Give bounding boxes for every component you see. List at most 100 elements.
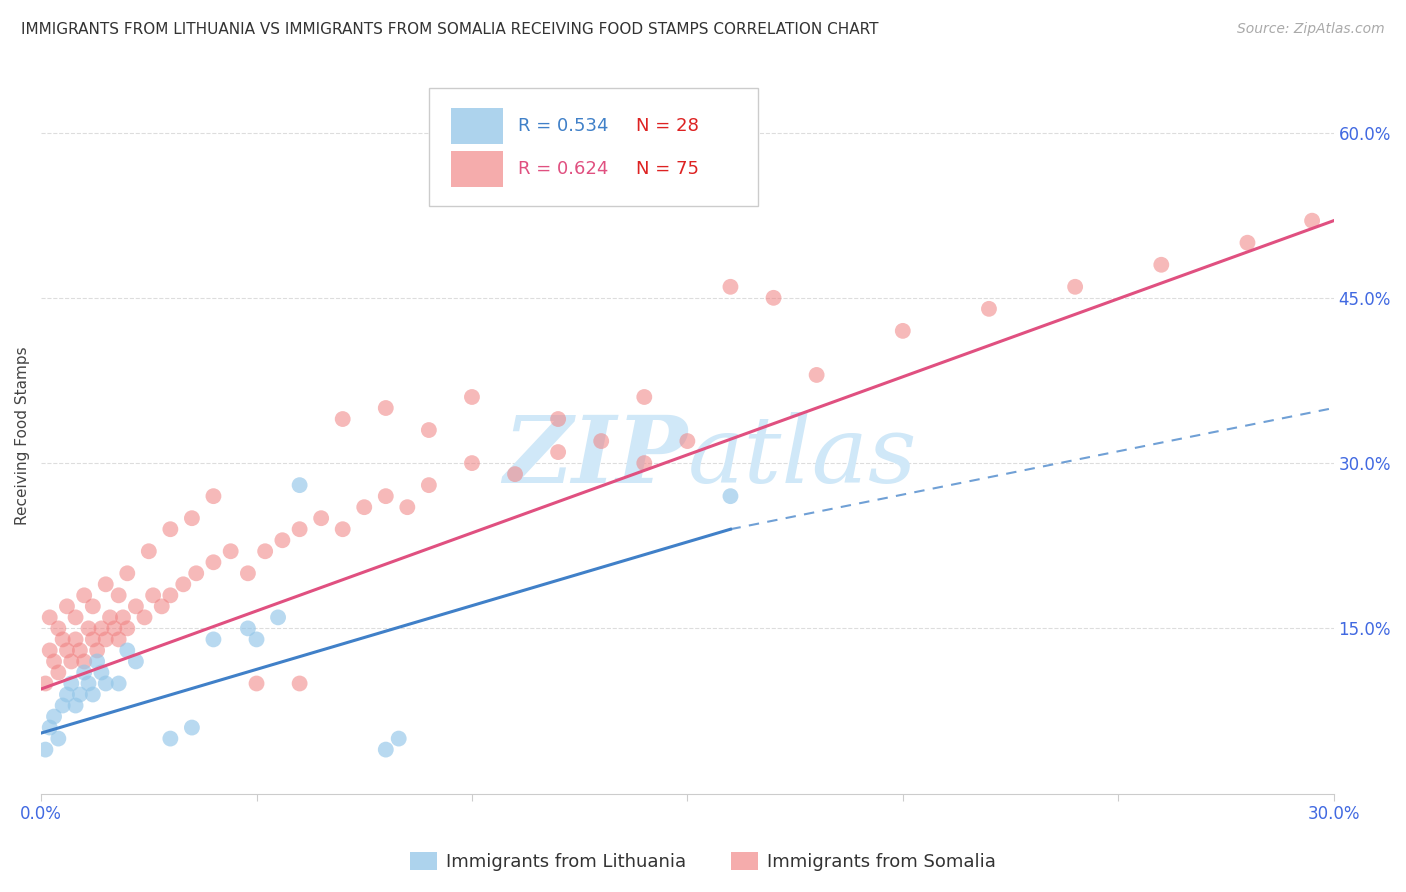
Point — [891, 324, 914, 338]
Point — [186, 566, 208, 581]
Point — [107, 632, 129, 647]
Text: R = 0.534: R = 0.534 — [517, 117, 609, 136]
FancyBboxPatch shape — [429, 88, 758, 206]
Point — [633, 390, 655, 404]
Point — [94, 676, 117, 690]
Point — [82, 688, 104, 702]
Point — [374, 401, 396, 415]
Point — [1150, 258, 1173, 272]
Point — [86, 655, 108, 669]
Point — [52, 632, 75, 647]
Point — [180, 721, 202, 735]
Point — [353, 500, 375, 515]
Text: ZIP: ZIP — [503, 412, 688, 502]
Point — [60, 676, 83, 690]
Point — [202, 632, 225, 647]
Point — [219, 544, 242, 558]
Point — [245, 676, 267, 690]
Point — [65, 698, 87, 713]
Point — [159, 731, 181, 746]
Point — [267, 610, 290, 624]
Text: N = 75: N = 75 — [636, 161, 699, 178]
Point — [60, 655, 83, 669]
Point — [806, 368, 828, 382]
Point — [94, 577, 117, 591]
Point — [503, 467, 526, 482]
Text: IMMIGRANTS FROM LITHUANIA VS IMMIGRANTS FROM SOMALIA RECEIVING FOOD STAMPS CORRE: IMMIGRANTS FROM LITHUANIA VS IMMIGRANTS … — [21, 22, 879, 37]
Point — [107, 588, 129, 602]
Point — [103, 621, 125, 635]
Point — [202, 555, 225, 569]
Point — [111, 610, 134, 624]
Point — [82, 599, 104, 614]
Point — [56, 643, 79, 657]
Text: atlas: atlas — [688, 412, 917, 502]
Point — [591, 434, 613, 448]
Point — [461, 390, 484, 404]
Bar — [451, 152, 502, 187]
Y-axis label: Receiving Food Stamps: Receiving Food Stamps — [15, 346, 30, 524]
Text: Source: ZipAtlas.com: Source: ZipAtlas.com — [1237, 22, 1385, 37]
Point — [86, 643, 108, 657]
Point — [42, 709, 65, 723]
Point — [46, 665, 69, 680]
Point — [236, 566, 259, 581]
Point — [46, 731, 69, 746]
Point — [977, 301, 1000, 316]
Point — [720, 489, 742, 503]
Point — [396, 500, 419, 515]
Text: R = 0.624: R = 0.624 — [517, 161, 609, 178]
Point — [69, 688, 91, 702]
Point — [117, 643, 139, 657]
Point — [374, 742, 396, 756]
Point — [676, 434, 699, 448]
Point — [94, 632, 117, 647]
Point — [332, 412, 354, 426]
Point — [633, 456, 655, 470]
Point — [38, 610, 60, 624]
Point — [245, 632, 267, 647]
Point — [73, 655, 96, 669]
Point — [117, 566, 139, 581]
Point — [73, 588, 96, 602]
Point — [202, 489, 225, 503]
Point — [254, 544, 277, 558]
Point — [125, 599, 148, 614]
Point — [138, 544, 160, 558]
Point — [77, 676, 100, 690]
Point — [90, 621, 112, 635]
Point — [332, 522, 354, 536]
Point — [142, 588, 165, 602]
Point — [461, 456, 484, 470]
Point — [288, 676, 311, 690]
Point — [34, 742, 56, 756]
Point — [65, 632, 87, 647]
Point — [42, 655, 65, 669]
Point — [82, 632, 104, 647]
Point — [288, 522, 311, 536]
Point — [77, 621, 100, 635]
Point — [65, 610, 87, 624]
Point — [46, 621, 69, 635]
Point — [172, 577, 194, 591]
Point — [52, 698, 75, 713]
Point — [180, 511, 202, 525]
Point — [720, 280, 742, 294]
Point — [288, 478, 311, 492]
Point — [38, 643, 60, 657]
Point — [107, 676, 129, 690]
Point — [125, 655, 148, 669]
Point — [309, 511, 332, 525]
Point — [1301, 213, 1323, 227]
Point — [762, 291, 785, 305]
Point — [56, 599, 79, 614]
Point — [34, 676, 56, 690]
Point — [38, 721, 60, 735]
Point — [56, 688, 79, 702]
Point — [388, 731, 411, 746]
Point — [134, 610, 156, 624]
Point — [418, 478, 440, 492]
Point — [98, 610, 121, 624]
Point — [117, 621, 139, 635]
Point — [69, 643, 91, 657]
